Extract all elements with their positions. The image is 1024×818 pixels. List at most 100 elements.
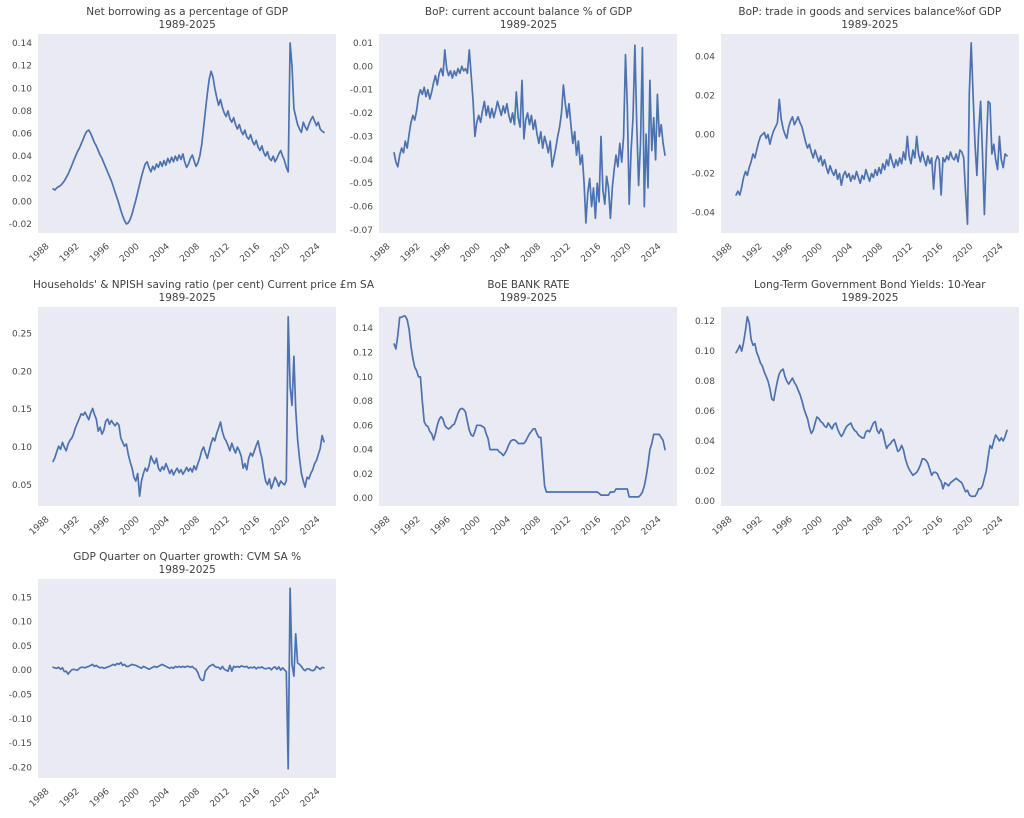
chart-subtitle: 1989-2025 [841,291,899,304]
x-tick-label: 2000 [459,242,483,265]
x-tick-label: 2024 [299,514,323,537]
chart-title: Net borrowing as a percentage of GDP [86,6,289,18]
y-tick-label: 0.12 [695,317,715,327]
x-tick-label: 1992 [399,514,423,537]
y-tick-label: 0.01 [353,39,373,49]
data-series-line [52,42,325,225]
bond-yields-line-chart: 0.00 0.02 0.04 0.06 0.08 0.10 0.12 1988 1992 1996… [695,306,1019,537]
x-tick-label: 2008 [861,514,885,537]
y-tick-label: 0.00 [353,62,373,72]
x-tick-label: 1992 [399,242,423,265]
x-tick-label: 1992 [58,242,82,265]
x-tick-label: 2012 [208,787,232,810]
x-tick-label: 1988 [710,514,734,537]
y-tick-label: 0.02 [12,175,32,185]
x-tick-label: 2024 [640,242,664,265]
chart-subtitle: 1989-2025 [158,19,216,31]
chart-title-block: Net borrowing as a percentage of GDP 198… [33,0,341,32]
x-tick-label: 1988 [28,242,52,265]
x-tick-label: 2016 [238,514,262,537]
y-tick-label: 0.00 [12,667,32,677]
x-tick-label: 2016 [921,242,945,265]
y-tick-label: -0.04 [350,156,374,166]
x-tick-label: 2004 [148,242,172,265]
gdp-growth-line-chart: -0.20 -0.15 -0.10 -0.05 0.00 0.05 0.10 0.15 1988… [9,579,336,810]
x-tick-label: 1996 [771,514,795,537]
y-tick-label: -0.10 [9,715,33,725]
x-tick-label: 2012 [208,514,232,537]
x-tick-label: 2008 [178,787,202,810]
data-series-line [393,314,667,498]
y-tick-label: -0.06 [350,203,374,213]
axes-background [38,306,336,506]
y-tick-label: 0.06 [695,407,715,417]
chart-title: GDP Quarter on Quarter growth: CVM SA % [73,551,302,564]
chart-title-block: GDP Quarter on Quarter growth: CVM SA % … [33,545,341,577]
y-tick-label: 0.10 [12,443,32,453]
y-tick-label: 0.10 [695,347,715,357]
y-tick-label: 0.08 [353,397,373,407]
y-tick-label: 0.25 [12,329,32,339]
empty-cell [341,545,682,818]
y-tick-label: 0.10 [12,618,32,628]
x-tick-label: 2012 [550,514,574,537]
x-tick-label: 2020 [951,242,975,265]
y-tick-label: -0.05 [350,179,373,189]
x-tick-label: 2020 [610,242,634,265]
x-tick-label: 2020 [269,514,293,537]
y-tick-label: -0.05 [9,691,32,701]
y-tick-label: 0.10 [353,372,373,382]
y-tick-label: 0.12 [353,348,373,358]
x-tick-label: 2012 [208,242,232,265]
y-tick-label: 0.06 [12,130,32,140]
x-tick-label: 2000 [118,514,142,537]
data-series-line [393,44,667,224]
x-tick-label: 1996 [88,242,112,265]
x-tick-label: 2008 [520,514,544,537]
x-tick-label: 2012 [891,514,915,537]
subplot-current-account: BoP: current account balance % of GDP 19… [341,0,682,273]
chart-title: BoP: trade in goods and services balance… [738,6,1002,18]
x-tick-label: 1992 [58,514,82,537]
x-tick-label: 2016 [921,514,945,537]
y-tick-label: -0.07 [350,226,373,236]
chart-title: BoP: current account balance % of GDP [424,6,633,18]
y-tick-label: 0.06 [353,421,373,431]
y-tick-label: 0.00 [695,496,715,506]
y-tick-label: 0.00 [353,494,373,504]
y-tick-label: 0.04 [695,52,715,62]
data-series-line [734,315,1008,497]
saving-ratio-line-chart: 0.05 0.10 0.15 0.20 0.25 1988 1992 1996 2000 2004… [12,306,336,537]
y-tick-label: -0.03 [350,132,373,142]
x-tick-label: 2004 [831,242,855,265]
chart-title-block: Households' & NPISH saving ratio (per ce… [33,273,374,305]
y-tick-label: 0.04 [695,437,715,447]
y-tick-label: 0.02 [695,466,715,476]
x-tick-label: 2024 [640,514,664,537]
chart-subtitle: 1989-2025 [499,291,558,304]
x-tick-label: 1992 [741,514,765,537]
chart-title: BoE BANK RATE [487,278,570,291]
x-tick-label: 2000 [801,514,825,537]
x-tick-label: 2008 [861,242,885,265]
subplot-bank-rate: BoE BANK RATE 1989-2025 0.00 0.02 0.04 0.06… [341,273,682,546]
y-tick-label: 0.08 [12,107,32,117]
x-tick-label: 1992 [58,787,82,810]
current-account-line-chart: -0.07 -0.06 -0.05 -0.04 -0.03 -0.02 -0.01 0.00 0… [350,34,678,265]
x-tick-label: 2016 [238,242,262,265]
x-tick-label: 2024 [299,242,323,265]
x-tick-label: 2012 [891,242,915,265]
x-tick-label: 2016 [580,514,604,537]
x-tick-label: 1996 [771,242,795,265]
x-tick-label: 2012 [550,242,574,265]
y-tick-label: 0.04 [12,152,32,162]
chart-title-block: Long-Term Government Bond Yields: 10-Yea… [716,273,1024,305]
x-tick-label: 2020 [951,514,975,537]
data-series-line [52,587,325,770]
x-tick-label: 1996 [88,514,112,537]
x-tick-label: 2004 [490,242,514,265]
subplot-trade-balance: BoP: trade in goods and services balance… [683,0,1024,273]
y-tick-label: 0.10 [12,84,32,94]
x-tick-label: 2020 [610,514,634,537]
x-tick-label: 2004 [490,514,514,537]
